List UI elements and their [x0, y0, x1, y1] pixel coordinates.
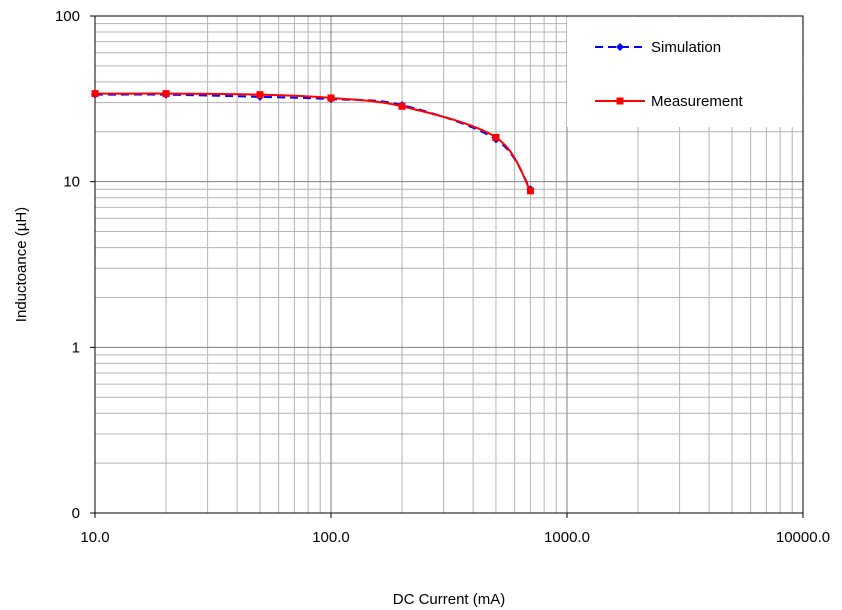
measurement-point: [492, 133, 500, 141]
plot-frame: [94, 15, 804, 514]
x-tick-label: 10000.0: [776, 529, 830, 546]
y-tick-label: 100: [55, 8, 80, 25]
series-simulation: [91, 90, 535, 194]
simulation-line: [94, 93, 532, 190]
x-tick-label: 10.0: [80, 529, 109, 546]
x-tick-label: 1000.0: [544, 529, 590, 546]
y-axis-title: Inductoance (µH): [13, 207, 30, 322]
y-tick-label: 10: [63, 174, 80, 191]
measurement-point: [398, 102, 406, 110]
measurement-line: [94, 92, 532, 192]
measurement-point: [162, 90, 170, 98]
legend-item-simulation: Simulation: [595, 39, 721, 56]
measurement-point: [616, 97, 624, 105]
x-axis-ticks: 10.0 100.0 1000.0 10000.0: [80, 513, 830, 546]
legend-box: [567, 17, 802, 127]
measurement-point: [526, 187, 534, 195]
measurement-point: [327, 94, 335, 102]
legend-label-simulation: Simulation: [651, 39, 721, 56]
measurement-point: [91, 90, 99, 98]
y-axis-ticks: 0 1 10 100: [55, 8, 95, 522]
simulation-point: [616, 43, 624, 51]
series-measurement: [91, 90, 534, 195]
series-layer: [91, 90, 535, 195]
x-tick-label: 100.0: [312, 529, 350, 546]
y-tick-label: 1: [72, 339, 80, 356]
y-tick-label: 0: [72, 505, 80, 522]
measurement-point: [256, 91, 264, 99]
legend-item-measurement: Measurement: [595, 93, 744, 110]
legend-label-measurement: Measurement: [651, 93, 744, 110]
legend: Simulation Measurement: [595, 39, 744, 110]
x-axis-title: DC Current (mA): [393, 591, 506, 608]
